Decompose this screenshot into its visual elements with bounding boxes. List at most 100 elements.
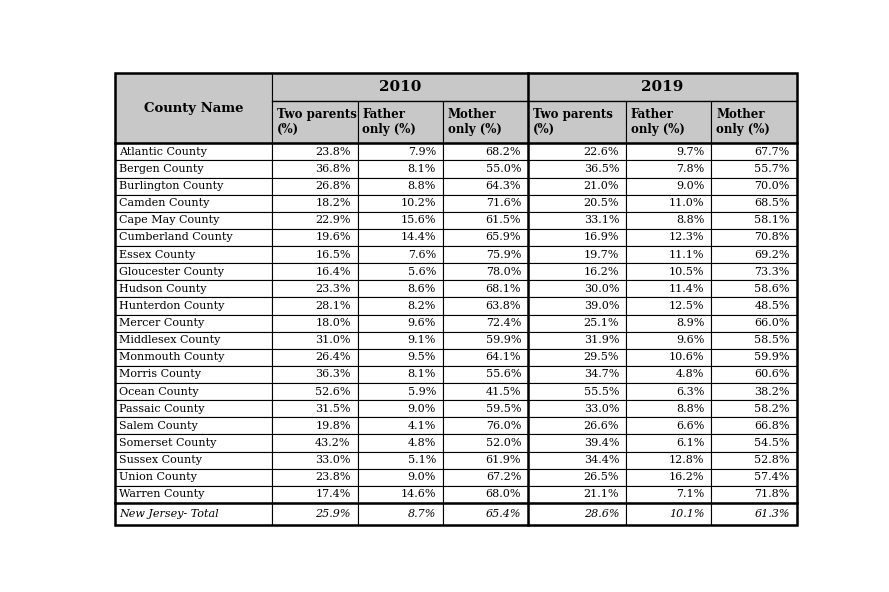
Bar — [272, 160, 357, 178]
Bar — [443, 178, 528, 195]
Bar — [357, 314, 443, 332]
Bar — [443, 101, 528, 143]
Text: 7.9%: 7.9% — [408, 147, 436, 157]
Text: Father
only (%): Father only (%) — [363, 108, 416, 136]
Text: 43.2%: 43.2% — [316, 438, 350, 448]
Bar — [443, 469, 528, 486]
Text: 16.2%: 16.2% — [584, 267, 620, 276]
Bar — [626, 229, 711, 246]
Text: 33.1%: 33.1% — [584, 215, 620, 226]
Text: 31.5%: 31.5% — [316, 404, 350, 414]
Bar — [711, 314, 797, 332]
Text: 76.0%: 76.0% — [485, 421, 521, 431]
Text: 16.4%: 16.4% — [316, 267, 350, 276]
Text: 26.8%: 26.8% — [316, 181, 350, 191]
Text: 8.8%: 8.8% — [677, 215, 704, 226]
Text: 2019: 2019 — [641, 81, 684, 94]
Bar — [528, 101, 626, 143]
Text: 78.0%: 78.0% — [485, 267, 521, 276]
Text: Passaic County: Passaic County — [119, 404, 204, 414]
Text: 36.3%: 36.3% — [316, 369, 350, 379]
Bar — [711, 160, 797, 178]
Bar — [115, 178, 272, 195]
Bar — [115, 246, 272, 263]
Bar — [711, 195, 797, 212]
Text: 8.2%: 8.2% — [407, 301, 436, 311]
Bar — [443, 229, 528, 246]
Text: 6.3%: 6.3% — [677, 387, 704, 397]
Bar — [115, 143, 272, 160]
Text: 39.4%: 39.4% — [584, 438, 620, 448]
Bar — [272, 332, 357, 349]
Text: Mercer County: Mercer County — [119, 318, 204, 328]
Text: 61.9%: 61.9% — [485, 455, 521, 465]
Bar — [711, 297, 797, 314]
Bar — [528, 314, 626, 332]
Bar — [115, 486, 272, 503]
Text: 12.5%: 12.5% — [669, 301, 704, 311]
Bar — [626, 435, 711, 452]
Bar — [272, 452, 357, 469]
Bar — [711, 246, 797, 263]
Bar — [528, 263, 626, 280]
Bar — [272, 383, 357, 400]
Bar — [528, 486, 626, 503]
Bar — [528, 452, 626, 469]
Text: 22.6%: 22.6% — [584, 147, 620, 157]
Bar — [272, 314, 357, 332]
Text: Ocean County: Ocean County — [119, 387, 199, 397]
Text: Mother
only (%): Mother only (%) — [448, 108, 501, 136]
Text: 9.5%: 9.5% — [407, 352, 436, 362]
Text: 31.0%: 31.0% — [316, 335, 350, 345]
Text: 55.7%: 55.7% — [755, 164, 789, 174]
Text: 12.3%: 12.3% — [669, 233, 704, 243]
Bar — [443, 143, 528, 160]
Text: 31.9%: 31.9% — [584, 335, 620, 345]
Text: 25.9%: 25.9% — [316, 509, 350, 519]
Bar — [528, 229, 626, 246]
Bar — [626, 246, 711, 263]
Bar — [626, 314, 711, 332]
Bar — [272, 246, 357, 263]
Bar — [357, 143, 443, 160]
Bar — [357, 101, 443, 143]
Bar — [626, 263, 711, 280]
Bar — [443, 366, 528, 383]
Text: Two parents
(%): Two parents (%) — [533, 108, 613, 136]
Bar — [272, 400, 357, 417]
Bar — [272, 486, 357, 503]
Bar — [115, 400, 272, 417]
Text: 72.4%: 72.4% — [485, 318, 521, 328]
Bar — [357, 486, 443, 503]
Text: 48.5%: 48.5% — [754, 301, 789, 311]
Bar — [626, 486, 711, 503]
Text: Atlantic County: Atlantic County — [119, 147, 207, 157]
Text: 14.4%: 14.4% — [400, 233, 436, 243]
Bar — [711, 229, 797, 246]
Bar — [528, 417, 626, 435]
Text: 22.9%: 22.9% — [316, 215, 350, 226]
Text: 70.0%: 70.0% — [755, 181, 789, 191]
Text: Cumberland County: Cumberland County — [119, 233, 233, 243]
Text: 10.1%: 10.1% — [669, 509, 704, 519]
Bar — [272, 297, 357, 314]
Bar — [115, 73, 272, 143]
Bar — [528, 73, 797, 101]
Bar — [711, 417, 797, 435]
Bar — [528, 297, 626, 314]
Text: 70.8%: 70.8% — [755, 233, 789, 243]
Bar — [115, 314, 272, 332]
Bar — [711, 143, 797, 160]
Bar — [357, 469, 443, 486]
Text: 9.7%: 9.7% — [677, 147, 704, 157]
Text: 57.4%: 57.4% — [755, 472, 789, 482]
Bar — [272, 417, 357, 435]
Text: 8.7%: 8.7% — [407, 509, 436, 519]
Text: 71.8%: 71.8% — [755, 490, 789, 500]
Bar — [272, 503, 357, 525]
Bar — [528, 435, 626, 452]
Text: 58.6%: 58.6% — [754, 284, 789, 294]
Bar — [626, 383, 711, 400]
Bar — [357, 503, 443, 525]
Text: 59.5%: 59.5% — [485, 404, 521, 414]
